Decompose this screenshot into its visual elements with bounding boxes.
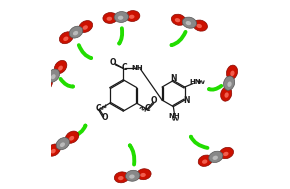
Ellipse shape [171,14,186,25]
Ellipse shape [186,21,191,25]
Text: NH: NH [168,113,180,119]
Ellipse shape [213,156,218,160]
Ellipse shape [51,74,56,79]
Ellipse shape [51,149,56,153]
FancyArrowPatch shape [191,137,207,148]
Ellipse shape [209,151,223,163]
FancyArrowPatch shape [79,45,91,58]
Text: O: O [110,58,117,67]
Text: NH: NH [132,65,143,71]
FancyArrowPatch shape [130,145,134,164]
Text: N: N [184,96,190,105]
Ellipse shape [47,144,60,156]
Ellipse shape [118,176,124,180]
Ellipse shape [197,24,202,28]
Ellipse shape [224,92,229,98]
Text: O: O [151,96,157,105]
Text: C: C [96,104,101,113]
Ellipse shape [79,21,93,33]
Ellipse shape [114,12,129,22]
Ellipse shape [202,160,207,164]
Ellipse shape [59,32,73,44]
Ellipse shape [60,142,65,147]
Ellipse shape [83,25,88,30]
FancyArrowPatch shape [209,86,221,90]
Ellipse shape [227,81,232,87]
Ellipse shape [54,60,67,74]
Text: N: N [170,74,177,83]
Ellipse shape [221,87,232,101]
Ellipse shape [69,26,83,38]
Ellipse shape [114,172,129,183]
FancyArrowPatch shape [61,79,73,87]
Text: O: O [101,113,108,122]
Ellipse shape [103,12,117,23]
Ellipse shape [182,17,197,28]
Ellipse shape [125,11,140,22]
Ellipse shape [129,174,135,179]
Ellipse shape [47,69,59,82]
Ellipse shape [140,173,146,177]
Ellipse shape [198,155,212,166]
Ellipse shape [58,66,63,71]
Ellipse shape [137,169,151,180]
Ellipse shape [63,36,68,41]
Ellipse shape [118,16,123,20]
Ellipse shape [69,136,74,141]
FancyArrowPatch shape [119,28,122,43]
Text: C: C [122,64,127,72]
Ellipse shape [129,15,135,19]
Ellipse shape [226,65,238,79]
Ellipse shape [126,170,140,181]
Text: C: C [145,104,151,113]
Ellipse shape [73,31,78,35]
Ellipse shape [230,71,235,76]
Ellipse shape [106,17,112,21]
Ellipse shape [44,83,48,88]
Ellipse shape [65,131,79,143]
Ellipse shape [175,18,180,22]
Ellipse shape [219,147,233,159]
FancyArrowPatch shape [172,32,186,45]
Ellipse shape [56,138,70,150]
Text: HN: HN [189,79,201,85]
FancyArrowPatch shape [71,126,86,137]
Ellipse shape [224,76,235,90]
Ellipse shape [223,152,229,156]
Ellipse shape [193,20,207,31]
Ellipse shape [40,78,52,91]
